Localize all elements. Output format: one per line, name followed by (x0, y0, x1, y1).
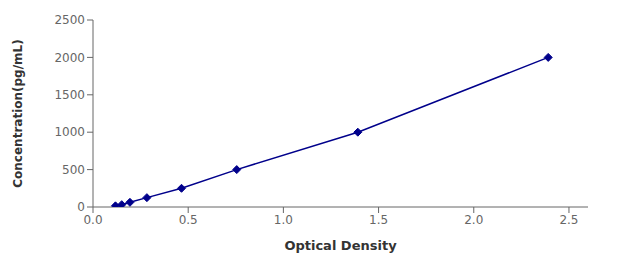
svg-text:1.0: 1.0 (274, 213, 293, 227)
svg-text:0.5: 0.5 (179, 213, 198, 227)
svg-text:0.0: 0.0 (83, 213, 102, 227)
svg-text:2.0: 2.0 (464, 213, 483, 227)
svg-text:Optical Density: Optical Density (284, 238, 397, 253)
svg-text:2.5: 2.5 (559, 213, 578, 227)
svg-text:2500: 2500 (54, 13, 85, 27)
svg-text:0: 0 (77, 200, 85, 214)
svg-text:Concentration(pg/mL): Concentration(pg/mL) (11, 39, 25, 187)
svg-text:2000: 2000 (54, 51, 85, 65)
svg-text:1500: 1500 (54, 88, 85, 102)
svg-text:500: 500 (62, 163, 85, 177)
svg-text:1000: 1000 (54, 125, 85, 139)
svg-text:1.5: 1.5 (369, 213, 388, 227)
